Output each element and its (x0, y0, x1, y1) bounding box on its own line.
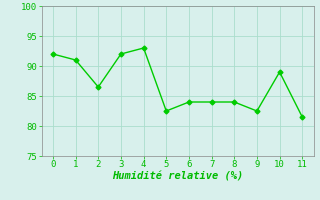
X-axis label: Humidité relative (%): Humidité relative (%) (112, 172, 243, 182)
